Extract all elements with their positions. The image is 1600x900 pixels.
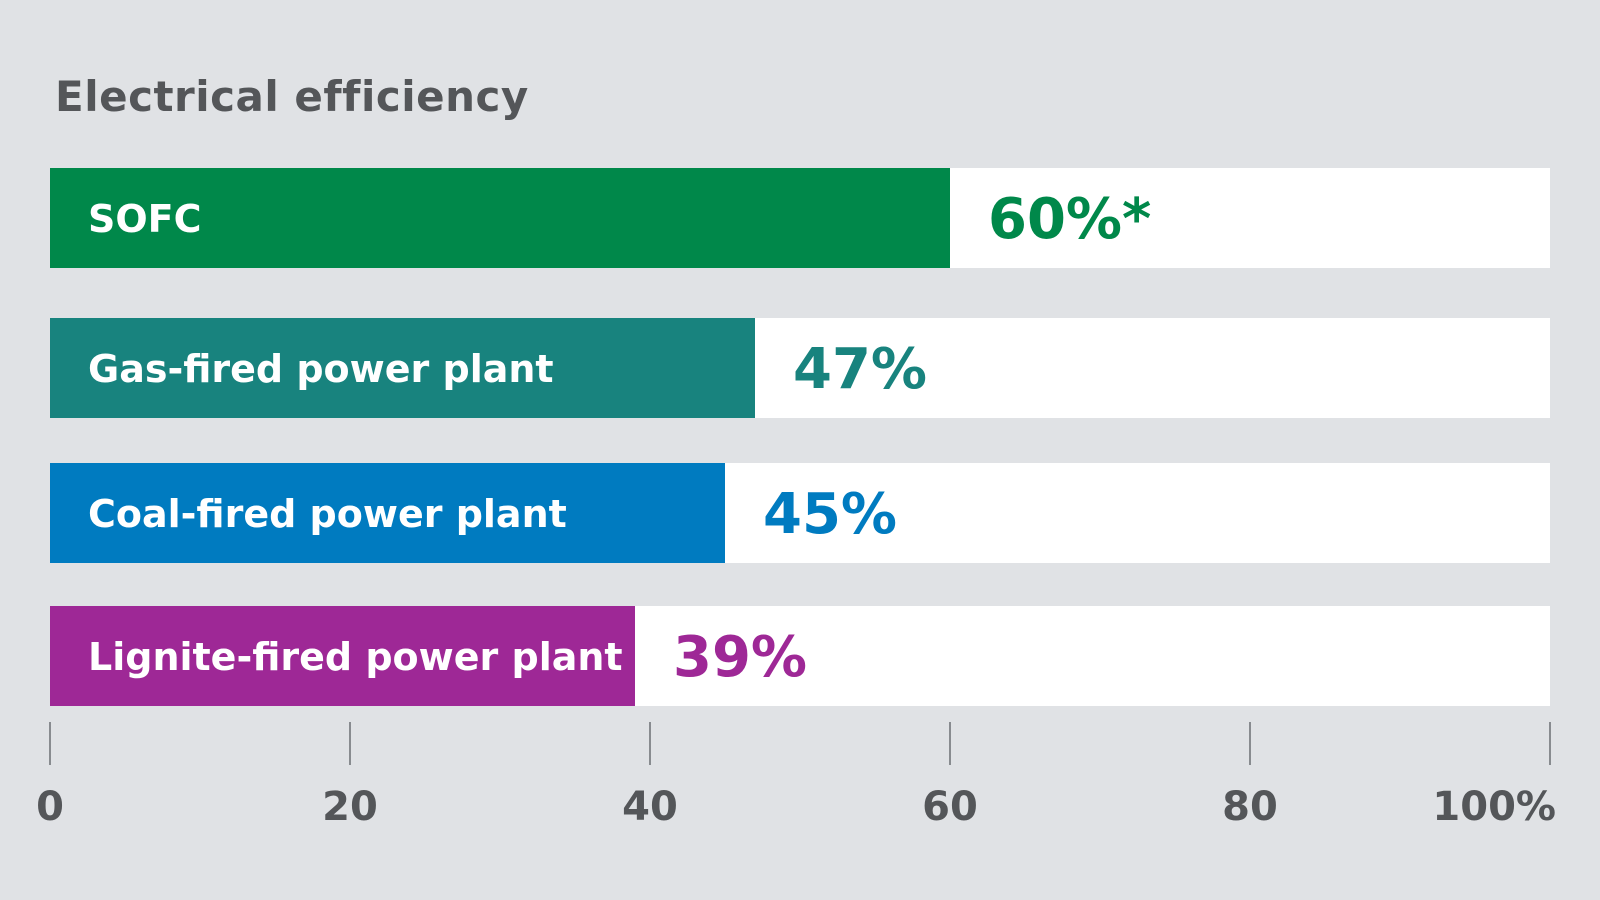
x-tick-label: 0: [36, 784, 64, 830]
value-label: 39%: [673, 625, 807, 690]
bar-group: Coal-fired power plant 45%: [50, 463, 1550, 563]
bar-group: Lignite-fired power plant 39%: [50, 606, 1550, 706]
value-label: 47%: [793, 337, 927, 402]
x-tick-label: 20: [322, 784, 378, 830]
bar: [50, 318, 755, 418]
x-tick-label: 60: [922, 784, 978, 830]
value-label: 45%: [763, 482, 897, 547]
x-tick-label: 100%: [1432, 784, 1556, 830]
bar: [50, 606, 635, 706]
bar: [50, 168, 950, 268]
value-label: 60%*: [988, 187, 1151, 252]
bar-group: Gas-fired power plant 47%: [50, 318, 1550, 418]
bar-label: Coal-fired power plant: [88, 492, 567, 536]
chart-title: Electrical efficiency: [55, 72, 529, 121]
x-tick-label: 80: [1222, 784, 1278, 830]
bar-label: Gas-fired power plant: [88, 347, 554, 391]
bar: [50, 463, 725, 563]
bar-group: SOFC 60%*: [50, 168, 1550, 268]
bar-label: SOFC: [88, 197, 202, 241]
bars-layer: SOFC 60%* Gas-fired power plant 47% Coal-fir…: [50, 168, 1550, 706]
x-axis: 0 20 40 60 80 100%: [36, 722, 1556, 830]
x-tick-label: 40: [622, 784, 678, 830]
bar-label: Lignite-fired power plant: [88, 635, 623, 679]
